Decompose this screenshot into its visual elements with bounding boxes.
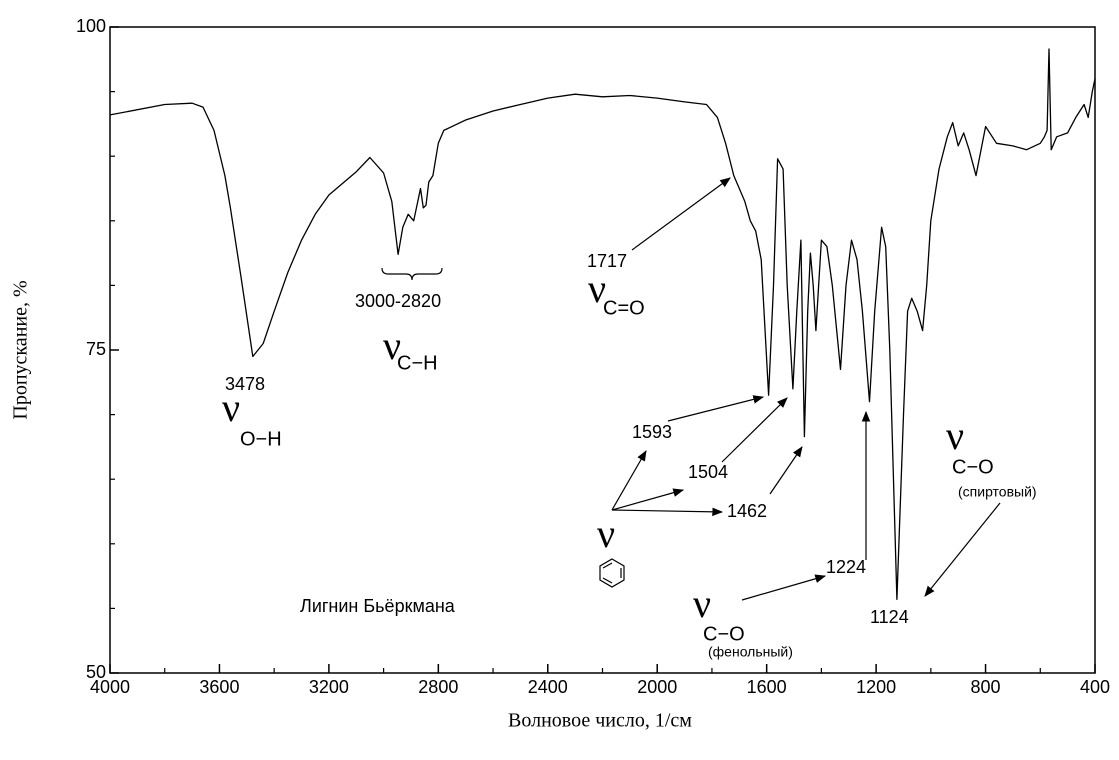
x-tick-label: 2000: [637, 677, 677, 697]
x-tick-label: 1600: [747, 677, 787, 697]
x-tick-label: 3200: [309, 677, 349, 697]
symbol-sub: C−H: [397, 352, 438, 374]
arrow: [769, 446, 803, 495]
arrow: [631, 177, 731, 251]
brace: [381, 267, 443, 281]
annotation: 3478: [225, 374, 265, 394]
y-axis-label: Пропускание, %: [10, 280, 32, 419]
symbol: ν: [588, 266, 606, 311]
x-tick-label: 3600: [199, 677, 239, 697]
x-tick-label: 4000: [90, 677, 130, 697]
x-tick-label: 2400: [528, 677, 568, 697]
symbol: ν: [383, 323, 401, 368]
symbol: ν: [946, 413, 964, 458]
symbol-sub: C−O: [703, 623, 745, 645]
arrow: [611, 488, 685, 511]
symbol: ν: [693, 581, 711, 626]
arrow: [741, 574, 827, 601]
annotation: 1462: [727, 501, 767, 521]
arrow: [611, 450, 647, 511]
x-tick-label: 800: [971, 677, 1001, 697]
benzene-icon: [599, 558, 625, 588]
y-tick-label: 75: [86, 339, 106, 359]
annotation: 1593: [632, 422, 672, 442]
x-tick-label: 1200: [856, 677, 896, 697]
arrow: [611, 507, 724, 517]
x-tick-label: 2800: [418, 677, 458, 697]
spectrum-line: [109, 48, 1096, 601]
annotation: 1124: [870, 607, 909, 627]
symbol-note: (фенольный): [708, 644, 793, 660]
chart-label: Лигнин Бьёркмана: [300, 596, 456, 616]
symbol-sub: C−O: [952, 456, 994, 478]
symbol: ν: [222, 385, 240, 430]
annotation: 1717: [587, 251, 627, 271]
symbol-sub: O−H: [240, 428, 282, 450]
annotation: 1504: [688, 462, 728, 482]
arrow: [667, 395, 765, 422]
arrow: [721, 397, 788, 463]
y-tick-label: 50: [86, 662, 106, 682]
arrow: [924, 502, 1001, 597]
annotation: 1224: [826, 557, 866, 577]
y-tick-label: 100: [76, 16, 106, 36]
annotation: 3000-2820: [355, 291, 441, 311]
x-axis-label: Волновое число, 1/см: [508, 710, 692, 732]
symbol-note: (спиртовый): [958, 484, 1037, 500]
symbol: ν: [597, 511, 615, 556]
symbol-sub: C=O: [603, 297, 645, 319]
x-tick-label: 400: [1080, 677, 1110, 697]
